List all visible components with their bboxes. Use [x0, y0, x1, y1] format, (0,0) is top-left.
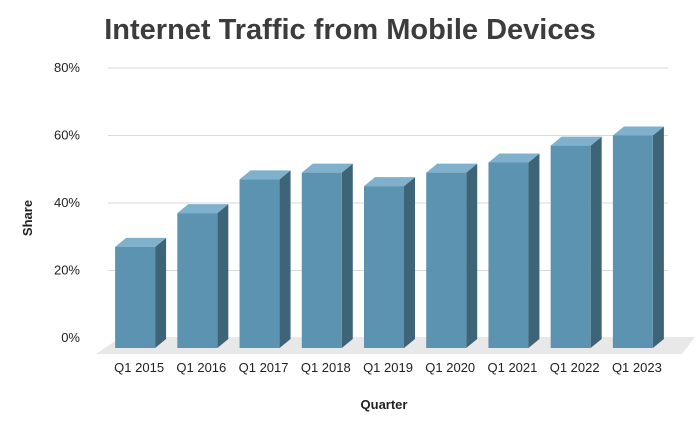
x-tick-label: Q1 2022: [550, 360, 600, 375]
bar: [177, 204, 229, 348]
bar-top: [177, 204, 229, 214]
x-tick-label: Q1 2018: [301, 360, 351, 375]
bar-top: [301, 163, 353, 173]
y-tick-label: 80%: [54, 60, 80, 75]
chart-title: Internet Traffic from Mobile Devices: [104, 14, 596, 46]
bar-top: [612, 126, 664, 136]
bar-front: [612, 135, 653, 348]
bar-top: [550, 136, 602, 146]
bar-front: [239, 179, 280, 348]
bar-front: [550, 145, 591, 348]
bar-front: [115, 246, 156, 348]
bar-side: [279, 170, 291, 348]
x-tick-label: Q1 2016: [176, 360, 226, 375]
bar: [115, 237, 167, 348]
bar: [301, 163, 353, 348]
bar-front: [426, 172, 467, 348]
bar-front: [301, 172, 342, 348]
x-tick-label: Q1 2017: [239, 360, 289, 375]
y-tick-label: 40%: [54, 195, 80, 210]
y-axis-ticks: 0% 20% 40% 60% 80%: [54, 60, 80, 345]
bar-side: [217, 204, 229, 348]
x-tick-label: Q1 2023: [612, 360, 662, 375]
bar-front: [177, 213, 218, 348]
bar-front: [364, 186, 404, 348]
x-tick-label: Q1 2021: [488, 360, 538, 375]
bar-top: [426, 163, 478, 173]
bar-side: [341, 163, 353, 348]
bar-side: [404, 177, 415, 348]
bar-side: [155, 237, 167, 348]
bar-side: [590, 136, 602, 348]
bar: [612, 126, 664, 348]
bar-top: [115, 237, 167, 247]
y-tick-label: 0%: [61, 330, 80, 345]
x-tick-label: Q1 2020: [425, 360, 475, 375]
bar-top: [239, 170, 291, 180]
bar-top: [488, 153, 540, 163]
bars: [115, 126, 664, 348]
bar-side: [466, 163, 478, 348]
bar: [488, 153, 540, 348]
x-axis-ticks: Q1 2015 Q1 2016 Q1 2017 Q1 2018 Q1 2019 Q1 20…: [114, 360, 662, 375]
x-tick-label: Q1 2019: [363, 360, 413, 375]
bar-side: [528, 153, 540, 348]
bar-top: [364, 177, 415, 187]
y-tick-label: 60%: [54, 128, 80, 143]
bar: [239, 170, 291, 348]
x-axis-title: Quarter: [361, 397, 408, 412]
x-tick-label: Q1 2015: [114, 360, 164, 375]
bar: [426, 163, 478, 348]
y-tick-label: 20%: [54, 263, 80, 278]
bar-side: [652, 126, 664, 348]
bar-front: [488, 162, 529, 348]
y-axis-title: Share: [20, 200, 35, 236]
bar: [364, 177, 415, 348]
bar: [550, 136, 602, 348]
